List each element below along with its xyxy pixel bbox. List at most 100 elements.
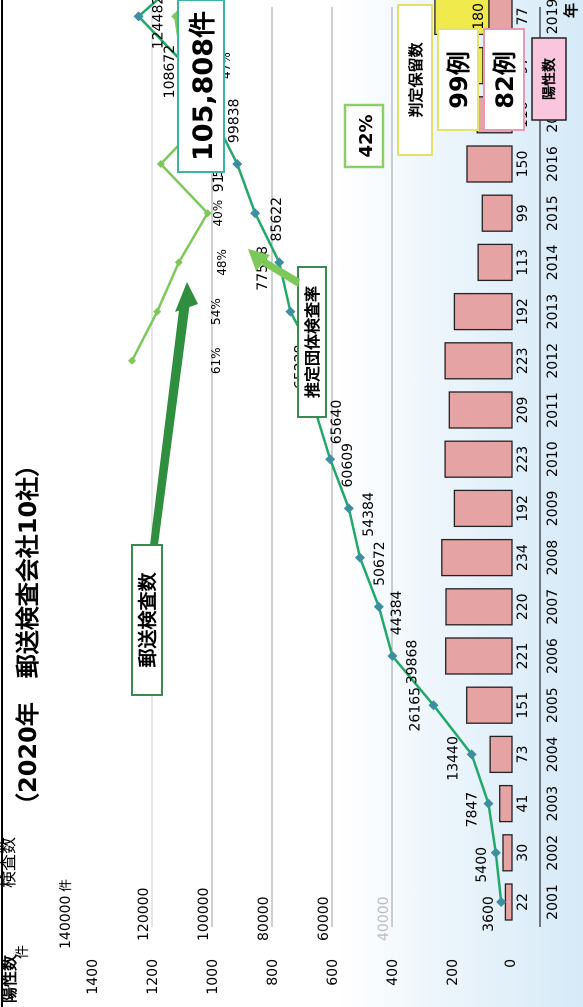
positive-axis-tick: 1000 — [205, 959, 221, 995]
year-label: 2005 — [545, 687, 561, 723]
positive-axis-tick: 1400 — [85, 959, 101, 995]
bar-positive-label: 192 — [515, 495, 531, 522]
bar-positive — [466, 145, 513, 183]
year-label: 2007 — [545, 589, 561, 625]
positive-axis-unit: 件 — [15, 945, 31, 959]
mail-count-value: 44384 — [389, 590, 405, 635]
marker-mail-count — [354, 552, 365, 563]
marker-mail-count — [325, 454, 336, 465]
bar-positive — [441, 538, 513, 577]
bar-positive-label: 234 — [515, 544, 531, 571]
bar-positive — [453, 292, 513, 331]
mail-count-value: 108672 — [162, 45, 178, 98]
chart-title: （2020年 郵送検査会社10社） — [14, 453, 42, 817]
marker-mail-count — [285, 306, 296, 317]
mail-count-value: 39868 — [404, 640, 420, 685]
year-label: 2006 — [545, 638, 561, 674]
bar-positive-label: 192 — [515, 298, 531, 325]
pending-total: 99例 — [445, 51, 473, 108]
mail-count-value: 60609 — [340, 443, 356, 488]
positive-axis-tick: 600 — [325, 959, 341, 986]
bar-pending-label: 180 — [471, 3, 487, 30]
rate-callout-box — [343, 103, 385, 169]
total-count-callout: 105,808件 — [188, 11, 219, 161]
pending-legend-label: 判定保留数 — [407, 42, 425, 118]
mail-count-value: 85622 — [269, 197, 285, 242]
bar-positive — [481, 194, 513, 232]
pending-total-box — [437, 28, 479, 131]
mail-count-value: 54384 — [361, 492, 377, 537]
marker-mail-count — [428, 700, 439, 711]
positive-axis-tick: 200 — [445, 959, 461, 986]
positive-axis-title: 陽性数 — [0, 954, 19, 1003]
mail-count-value: 3600 — [481, 896, 497, 932]
bar-positive — [444, 342, 513, 380]
year-label: 2008 — [545, 540, 561, 576]
count-axis-title: 検査数 — [0, 837, 19, 888]
mail-count-value: 50672 — [372, 541, 388, 586]
positive-total: 82例 — [491, 51, 519, 108]
marker-mail-count — [343, 503, 354, 514]
marker-group-rate — [203, 209, 212, 218]
rate-callout: 42% — [356, 114, 377, 157]
positive-total-box — [483, 28, 525, 131]
positive-axis-tick: 1200 — [145, 959, 161, 995]
year-label: 2004 — [545, 736, 561, 772]
bar-positive — [489, 735, 513, 774]
count-axis-tick: 60000 — [316, 896, 332, 941]
positive-axis-tick: 400 — [385, 959, 401, 986]
bar-positive — [445, 637, 513, 675]
bar-positive-label: 77 — [515, 7, 531, 25]
mail-count-arrowhead — [175, 282, 198, 312]
bar-positive — [466, 686, 513, 724]
bar-positive-label: 30 — [515, 844, 531, 862]
mail-count-name-box — [131, 544, 163, 696]
group-rate-arrow — [262, 259, 300, 287]
count-axis-tick: 40000 — [376, 896, 392, 941]
marker-mail-count — [274, 257, 285, 268]
year-label: 2010 — [545, 441, 561, 477]
marker-mail-count — [133, 11, 144, 22]
year-label: 2014 — [545, 244, 561, 280]
positive-legend-box — [531, 37, 567, 121]
mail-count-name: 郵送検査数 — [136, 572, 159, 668]
marker-group-rate — [156, 160, 165, 168]
group-rate-name: 推定団体検査率 — [303, 286, 322, 398]
bar-positive-label: 22 — [515, 893, 531, 911]
marker-mail-count — [496, 897, 507, 907]
count-axis-tick: 120000 — [136, 888, 152, 941]
mail-count-value: 124482 — [151, 0, 167, 49]
positive-axis-tick: 0 — [503, 959, 519, 968]
bar-positive — [453, 489, 513, 528]
year-label: 2011 — [545, 392, 561, 428]
year-label: 2015 — [545, 195, 561, 231]
year-label: 2002 — [545, 835, 561, 871]
marker-mail-count — [232, 159, 243, 169]
count-axis-tick: 100000 — [196, 888, 212, 941]
year-label: 2003 — [545, 786, 561, 822]
mail-count-value: 13440 — [446, 736, 462, 781]
mail-count-value: 5400 — [474, 847, 490, 883]
mail-count-value: 7847 — [464, 792, 480, 828]
mail-count-arrow — [150, 302, 190, 545]
year-label: 2013 — [545, 294, 561, 330]
year-label: 2001 — [545, 884, 561, 920]
positive-legend-label: 陽性数 — [541, 57, 558, 100]
count-axis-tick: 140000 — [58, 896, 74, 949]
bar-positive — [499, 784, 513, 823]
x-axis-unit: 年 — [562, 3, 580, 18]
bar-positive — [445, 588, 513, 626]
group-rate-value: 40% — [211, 200, 225, 227]
marker-mail-count — [387, 651, 398, 661]
mail-count-value: 26165 — [408, 687, 424, 732]
bar-positive-label: 150 — [515, 151, 531, 178]
count-axis-unit: 件 — [59, 879, 74, 892]
year-label: 2016 — [545, 146, 561, 182]
group-rate-value: 61% — [209, 347, 223, 374]
group-rate-arrowhead — [248, 249, 270, 271]
total-count-callout-box — [177, 0, 225, 173]
marker-group-rate — [174, 258, 183, 267]
bar-positive — [444, 440, 513, 478]
bar-positive-label: 41 — [515, 795, 531, 813]
